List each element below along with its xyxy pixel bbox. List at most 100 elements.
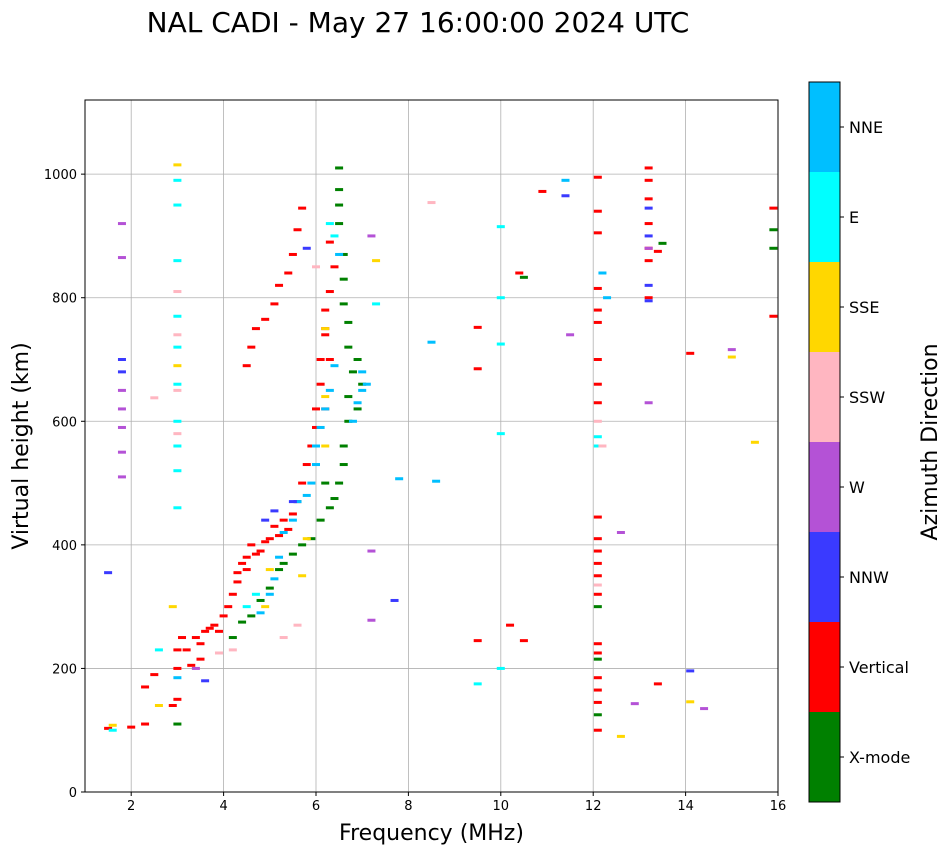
point-vertical [593, 515, 602, 519]
x-tick-label: 14 [677, 799, 694, 814]
point-sse [321, 327, 330, 331]
point-w [700, 707, 709, 711]
colorbar: X-mode Vertical NNW W SSW SSE E NNE [808, 81, 910, 803]
point-nne [265, 592, 274, 596]
point-e [173, 203, 182, 207]
x-tick-label: 8 [404, 799, 412, 814]
point-vertical [593, 231, 602, 235]
point-nne [321, 407, 330, 411]
colorbar-tick-label: E [849, 208, 859, 227]
point-x-mode [335, 203, 344, 207]
x-axis: 2 4 6 8 10 12 14 16 [127, 792, 786, 814]
colorbar-segment [809, 532, 840, 622]
point-sse [727, 355, 736, 359]
point-vertical [593, 700, 602, 704]
point-w [117, 407, 126, 411]
point-vertical [210, 623, 219, 627]
point-w [191, 666, 200, 670]
point-vertical [141, 722, 150, 726]
point-vertical [224, 605, 233, 609]
point-sse [372, 259, 381, 263]
point-ssw [312, 265, 320, 269]
point-vertical [191, 636, 200, 640]
point-nne [316, 425, 325, 429]
point-vertical [150, 673, 159, 677]
point-nnw [104, 571, 113, 575]
point-vertical [473, 367, 482, 371]
point-vertical [519, 639, 528, 643]
point-vertical [307, 444, 316, 448]
point-vertical [238, 561, 247, 565]
point-w [117, 256, 126, 260]
point-e [173, 382, 182, 386]
point-vertical [242, 555, 251, 559]
point-x-mode [339, 463, 348, 467]
point-vertical [219, 614, 228, 618]
point-x-mode [344, 320, 353, 324]
point-x-mode [275, 568, 284, 572]
point-w [117, 475, 126, 479]
point-nnw [261, 518, 270, 522]
point-e [496, 296, 505, 300]
point-x-mode [593, 657, 602, 661]
point-x-mode [316, 518, 325, 522]
point-nne [603, 296, 612, 300]
point-x-mode [228, 636, 237, 640]
point-e [173, 259, 182, 263]
point-nne [302, 493, 311, 497]
colorbar-frame [808, 81, 841, 803]
point-e [173, 178, 182, 182]
point-x-mode [769, 246, 778, 250]
point-nnw [288, 500, 297, 504]
point-nne [275, 555, 284, 559]
point-nnw [644, 299, 653, 303]
colorbar-tick-label: X-mode [849, 748, 910, 767]
point-nne [395, 477, 404, 481]
point-vertical [261, 317, 270, 321]
point-sse [154, 704, 163, 707]
point-x-mode [325, 506, 334, 510]
colorbar-segment [809, 352, 840, 442]
point-vertical [214, 629, 223, 633]
point-vertical [653, 682, 662, 686]
colorbar-segment [809, 262, 840, 352]
point-sse [265, 568, 274, 572]
y-tick-label: 200 [52, 662, 77, 677]
point-nne [348, 419, 357, 423]
point-e [325, 222, 334, 226]
point-x-mode [339, 252, 348, 256]
point-vertical [173, 648, 182, 652]
point-e [173, 506, 182, 510]
point-w [117, 388, 126, 392]
x-axis-label: Frequency (MHz) [339, 821, 524, 846]
colorbar-segment [809, 172, 840, 262]
point-vertical [288, 252, 297, 256]
point-e [593, 444, 602, 448]
point-vertical [538, 189, 547, 193]
point-vertical [506, 623, 515, 627]
point-sse [173, 364, 182, 368]
point-vertical [251, 552, 260, 556]
point-vertical [284, 271, 293, 275]
colorbar-tick-label: NNW [849, 568, 889, 587]
point-x-mode [247, 614, 256, 618]
y-tick-label: 600 [52, 415, 77, 430]
point-e [173, 444, 182, 448]
point-x-mode [348, 370, 357, 374]
point-x-mode [265, 586, 274, 590]
point-e [496, 666, 505, 670]
point-vertical [247, 543, 256, 547]
point-x-mode [256, 598, 265, 602]
x-tick-label: 2 [127, 799, 135, 814]
point-ssw [598, 444, 607, 448]
point-x-mode [353, 358, 362, 361]
point-sse [750, 440, 759, 444]
point-vertical [228, 592, 237, 596]
point-vertical [196, 642, 205, 646]
point-vertical [182, 648, 191, 652]
point-e [173, 419, 182, 423]
point-e [173, 469, 182, 473]
point-vertical [256, 549, 265, 553]
point-vertical [593, 688, 602, 692]
